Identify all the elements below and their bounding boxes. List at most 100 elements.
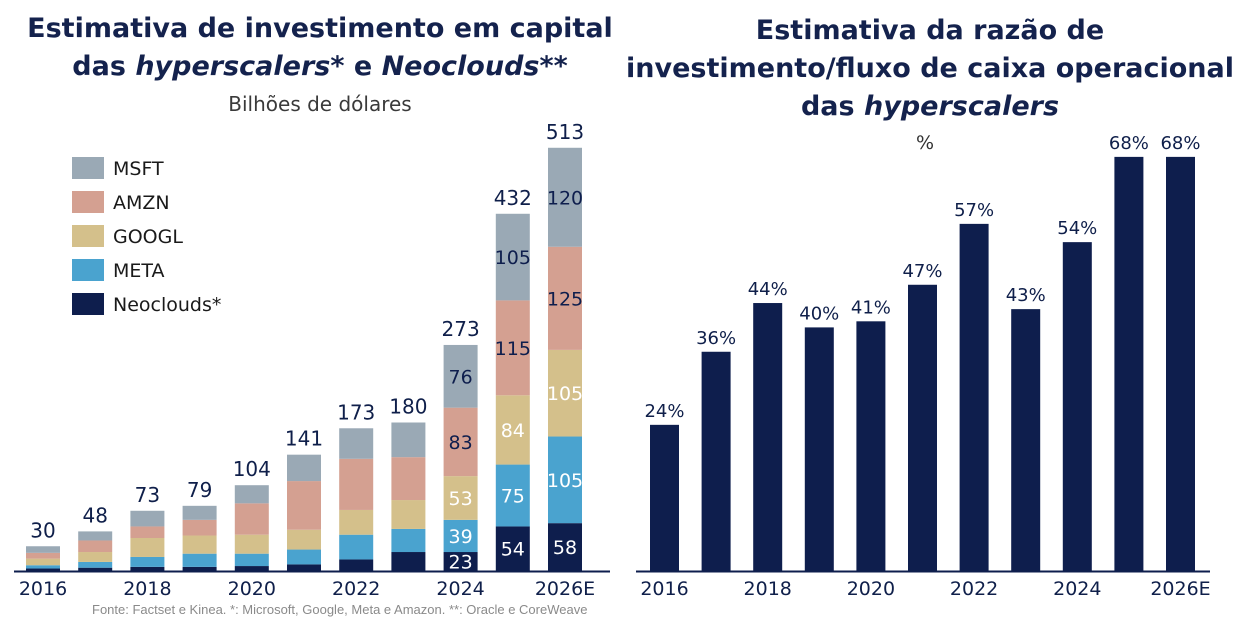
segment-label-amzn-2026E: 125 [547, 288, 583, 310]
value-label-2020: 41% [851, 297, 891, 318]
legend-swatch-msft [72, 157, 104, 179]
right-title-das: das [800, 91, 864, 122]
bar-2021 [908, 284, 937, 571]
total-label-2016: 30 [30, 518, 55, 542]
bar-2018 [753, 303, 783, 571]
bar-2022 [959, 223, 989, 571]
bar-segment-googl-2018 [130, 538, 165, 557]
total-label-2023: 180 [389, 395, 427, 419]
bar-segment-meta-2023 [391, 528, 426, 553]
bar-segment-meta-2020 [234, 553, 269, 567]
bar-segment-amzn-2025 [495, 300, 530, 396]
bar-segment-googl-2024 [443, 476, 478, 520]
x-tick-label-2026E: 2026E [1150, 578, 1210, 600]
bar-segment-msft-2016 [26, 546, 60, 553]
legend-swatch-amzn [72, 191, 104, 213]
bar-2025 [1114, 156, 1144, 571]
bar-segment-neoclouds-2025 [495, 526, 530, 571]
value-label-2026E: 68% [1160, 133, 1200, 154]
bar-segment-amzn-2018 [130, 526, 165, 538]
total-label-2025: 432 [494, 186, 532, 210]
segment-label-msft-2025: 105 [495, 247, 531, 269]
segment-label-neoclouds-2024: 23 [449, 552, 473, 574]
x-tick-label-2026E: 2026E [535, 578, 595, 600]
bar-segment-neoclouds-2024 [443, 552, 478, 571]
value-label-2025: 68% [1109, 133, 1149, 154]
segment-label-neoclouds-2025: 54 [501, 539, 525, 561]
bar-segment-meta-2017 [78, 561, 113, 568]
left-title-das: das [72, 51, 136, 82]
right-title-line1: Estimativa da razão de [755, 15, 1105, 46]
left-title-hyperscalers: hyperscalers [135, 51, 331, 82]
segment-label-meta-2025: 75 [501, 486, 525, 508]
bar-segment-amzn-2022 [339, 458, 374, 510]
bar-segment-meta-2016 [26, 565, 60, 569]
legend-label-amzn: AMZN [113, 192, 170, 214]
segment-label-amzn-2024: 83 [449, 432, 473, 454]
bar-segment-msft-2019 [182, 505, 217, 520]
legend-label-msft: MSFT [113, 158, 164, 180]
bar-segment-neoclouds-2016 [26, 568, 60, 571]
bar-segment-msft-2022 [339, 428, 374, 459]
x-tick-label-2022: 2022 [332, 578, 380, 600]
bar-segment-googl-2020 [234, 534, 269, 554]
bar-segment-meta-2025 [495, 464, 530, 527]
segment-label-msft-2024: 76 [449, 366, 473, 388]
left-title-e: * e [330, 51, 382, 82]
x-tick-label-2016: 2016 [19, 578, 67, 600]
x-tick-label-2018: 2018 [744, 578, 792, 600]
bar-segment-amzn-2016 [26, 552, 60, 559]
right-chart-title: Estimativa da razão de investimento/flux… [620, 12, 1240, 126]
bar-segment-googl-2021 [287, 529, 321, 550]
bar-segment-meta-2024 [443, 519, 478, 553]
bar-segment-meta-2019 [182, 553, 217, 567]
segment-label-meta-2026E: 105 [547, 470, 583, 492]
total-label-2021: 141 [285, 427, 323, 451]
segment-label-msft-2026E: 120 [547, 187, 583, 209]
source-footnote: Fonte: Factset e Kinea. *: Microsoft, Go… [92, 602, 588, 617]
bar-segment-meta-2018 [130, 556, 165, 567]
segment-label-googl-2026E: 105 [547, 383, 583, 405]
value-label-2023: 43% [1006, 285, 1046, 306]
value-label-2016: 24% [644, 401, 684, 422]
left-title-stars: ** [539, 51, 568, 82]
segment-label-googl-2024: 53 [449, 488, 473, 510]
bar-segment-neoclouds-2026E [548, 523, 582, 571]
total-label-2024: 273 [442, 317, 480, 341]
right-bar-chart: 24% 2016 36% 44% 2018 40% 41% 2020 47% 57% 2022 43%… [636, 133, 1211, 600]
legend-swatch-neoclouds [72, 293, 104, 315]
x-tick-label-2024: 2024 [1053, 578, 1101, 600]
value-label-2019: 40% [799, 303, 839, 324]
bar-segment-msft-2017 [78, 531, 113, 541]
bar-2017 [701, 351, 731, 571]
total-label-2018: 73 [135, 483, 160, 507]
legend-label-meta: META [113, 260, 165, 282]
bar-2019 [804, 327, 834, 571]
legend-label-googl: GOOGL [113, 226, 183, 248]
bar-segment-meta-2026E [548, 436, 582, 524]
bar-segment-amzn-2017 [78, 540, 113, 553]
bar-segment-googl-2019 [182, 535, 217, 554]
right-title-hyperscalers: hyperscalers [864, 91, 1060, 122]
bar-segment-neoclouds-2021 [287, 564, 321, 571]
value-label-2024: 54% [1057, 218, 1097, 239]
bar-segment-neoclouds-2017 [78, 567, 113, 571]
right-chart-subtitle: % [915, 132, 935, 154]
bar-segment-neoclouds-2023 [391, 552, 426, 571]
x-tick-label-2020: 2020 [228, 578, 276, 600]
bar-segment-amzn-2026E [548, 246, 582, 350]
bar-segment-neoclouds-2019 [182, 566, 217, 571]
legend-swatch-googl [72, 225, 104, 247]
bar-segment-googl-2023 [391, 500, 426, 529]
segment-label-amzn-2025: 115 [495, 338, 531, 360]
bar-segment-msft-2018 [130, 510, 165, 527]
legend-swatch-meta [72, 259, 104, 281]
total-label-2017: 48 [82, 503, 107, 527]
bar-2026E [1166, 156, 1195, 571]
bar-2023 [1011, 309, 1041, 571]
value-label-2017: 36% [696, 328, 736, 349]
total-label-2020: 104 [233, 457, 271, 481]
right-title-line2: investimento/fluxo de caixa operacional [626, 53, 1234, 84]
value-label-2022: 57% [954, 200, 994, 221]
bar-segment-meta-2022 [339, 534, 374, 560]
